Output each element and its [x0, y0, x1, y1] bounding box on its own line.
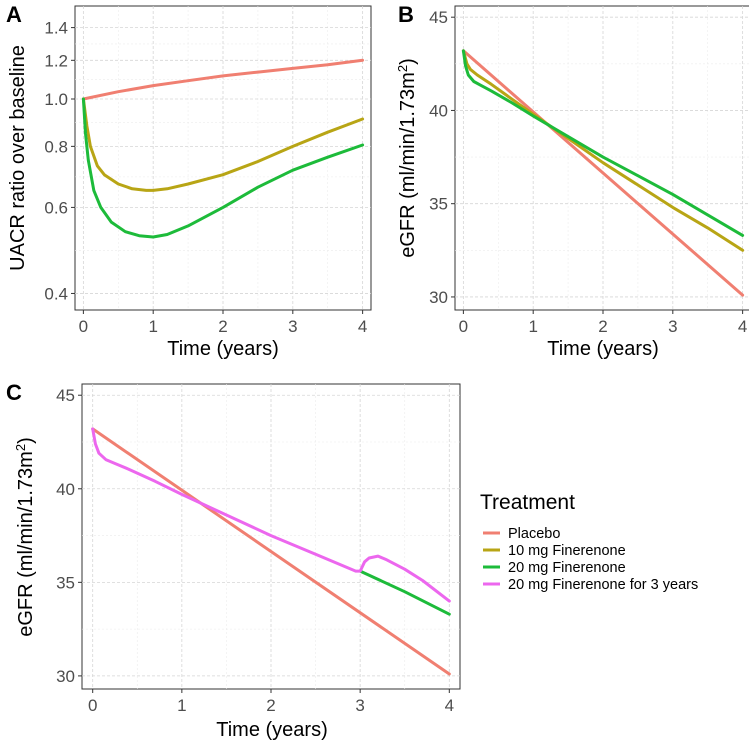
y-tick-label: 0.6 [44, 198, 68, 217]
panel-letter-a: A [6, 2, 22, 27]
panel-a-y-ticks: 0.4 0.6 0.8 1.0 1.2 1.4 [44, 19, 75, 303]
panel-b-x-ticks: 0 1 2 3 4 [459, 310, 747, 336]
panel-c-y-axis-title: eGFR (ml/min/1.73m2) [13, 437, 38, 637]
y-tick-label: 30 [429, 288, 448, 307]
panel-c-y-ticks: 30 35 40 45 [56, 386, 82, 686]
series-line-20-mg-finerenone [461, 49, 745, 237]
series-line-20-mg-finerenone [358, 569, 451, 616]
x-tick-label: 4 [738, 317, 747, 336]
x-tick-label: 1 [528, 317, 537, 336]
panel-letter-b: B [398, 2, 414, 27]
series-line-placebo [81, 58, 365, 101]
panel-b-series [461, 49, 745, 297]
x-tick-label: 2 [266, 696, 275, 715]
panel-b-gridlines [455, 6, 749, 310]
series-line-10-mg-finerenone [461, 49, 745, 252]
y-tick-label: 45 [429, 8, 448, 27]
panel-a-y-axis-title: UACR ratio over baseline [7, 45, 29, 271]
series-line-placebo [461, 49, 745, 297]
panel-letter-c: C [6, 380, 22, 405]
y-tick-label: 30 [56, 667, 75, 686]
x-tick-label: 0 [79, 317, 88, 336]
panel-a-series [81, 58, 365, 239]
x-tick-label: 1 [148, 317, 157, 336]
x-tick-label: 3 [355, 696, 364, 715]
x-tick-label: 4 [358, 317, 367, 336]
x-tick-label: 3 [668, 317, 677, 336]
panel-c: C 0 1 2 3 4 30 35 40 45 Time (years) eGFR (ml/m… [6, 380, 461, 741]
panel-b-y-ticks: 30 35 40 45 [429, 8, 455, 307]
y-tick-label: 0.4 [44, 284, 68, 303]
series-line-20-mg-finerenone-for-3-years [91, 427, 451, 603]
x-tick-label: 0 [459, 317, 468, 336]
y-tick-label: 1.2 [44, 51, 68, 70]
series-line-placebo [91, 427, 451, 676]
legend-label-20-mg-finerenone: 20 mg Finerenone [508, 560, 626, 576]
x-tick-label: 4 [445, 696, 454, 715]
legend-label-20-mg-finerenone-for-3-years: 20 mg Finerenone for 3 years [508, 577, 698, 593]
panel-b-y-axis-title: eGFR (ml/min/1.73m2) [395, 58, 420, 258]
x-tick-label: 3 [288, 317, 297, 336]
y-tick-label: 45 [56, 386, 75, 405]
x-tick-label: 1 [177, 696, 186, 715]
y-tick-label: 35 [56, 573, 75, 592]
y-tick-label: 40 [429, 101, 448, 120]
panel-c-series [91, 427, 451, 676]
panel-b: B 0 1 2 3 4 30 35 40 45 Time (years) eGFR (ml/m… [395, 2, 749, 360]
y-tick-label: 40 [56, 480, 75, 499]
y-tick-label: 0.8 [44, 137, 68, 156]
y-tick-label: 35 [429, 195, 448, 214]
legend-label-placebo: Placebo [508, 526, 560, 542]
legend-title: Treatment [480, 491, 575, 514]
x-tick-label: 2 [598, 317, 607, 336]
x-tick-label: 0 [88, 696, 97, 715]
panel-c-x-ticks: 0 1 2 3 4 [88, 689, 454, 715]
panel-a-gridlines [75, 6, 371, 310]
x-tick-label: 2 [218, 317, 227, 336]
y-tick-label: 1.0 [44, 90, 68, 109]
series-line-20-mg-finerenone [81, 97, 365, 239]
panel-a-x-axis-title: Time (years) [167, 338, 278, 360]
panel-b-x-axis-title: Time (years) [547, 338, 658, 360]
panel-c-x-axis-title: Time (years) [216, 719, 327, 741]
legend-label-10-mg-finerenone: 10 mg Finerenone [508, 543, 626, 559]
y-tick-label: 1.4 [44, 19, 68, 38]
series-line-10-mg-finerenone [81, 97, 365, 192]
panel-a-x-ticks: 0 1 2 3 4 [79, 310, 367, 336]
